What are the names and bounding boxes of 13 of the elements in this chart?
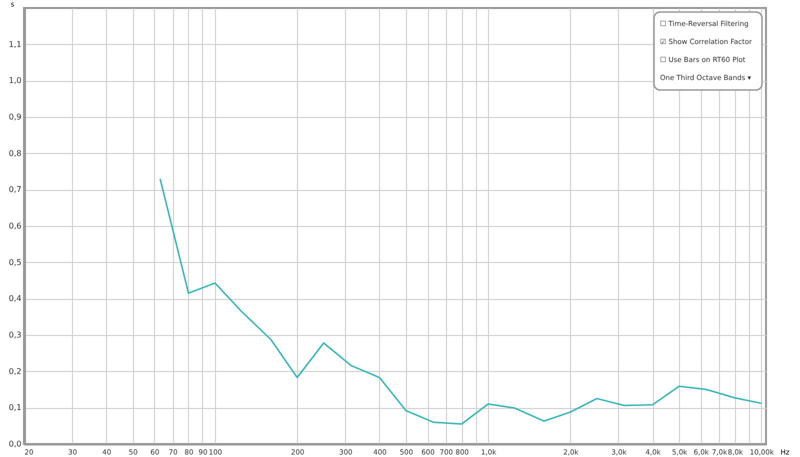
y-tick-label: 0,7: [8, 185, 22, 194]
y-tick-label: 1,0: [8, 76, 22, 86]
y-tick-label: 0,1: [8, 403, 22, 412]
y-tick-label: 0,3: [8, 330, 22, 340]
y-tick-label: 0,8: [8, 148, 22, 158]
y-tick-label: 0,5: [8, 258, 22, 267]
line-series: [159, 178, 762, 425]
y-tick-label: 0,4: [8, 294, 22, 304]
y-tick-label: 0,2: [8, 366, 22, 376]
y-tick-label: 1,1: [8, 40, 22, 49]
y-tick-label: 0,9: [8, 112, 22, 122]
y-tick-label: 0,6: [8, 222, 22, 230]
y-tick-label: 0,0: [8, 440, 22, 448]
